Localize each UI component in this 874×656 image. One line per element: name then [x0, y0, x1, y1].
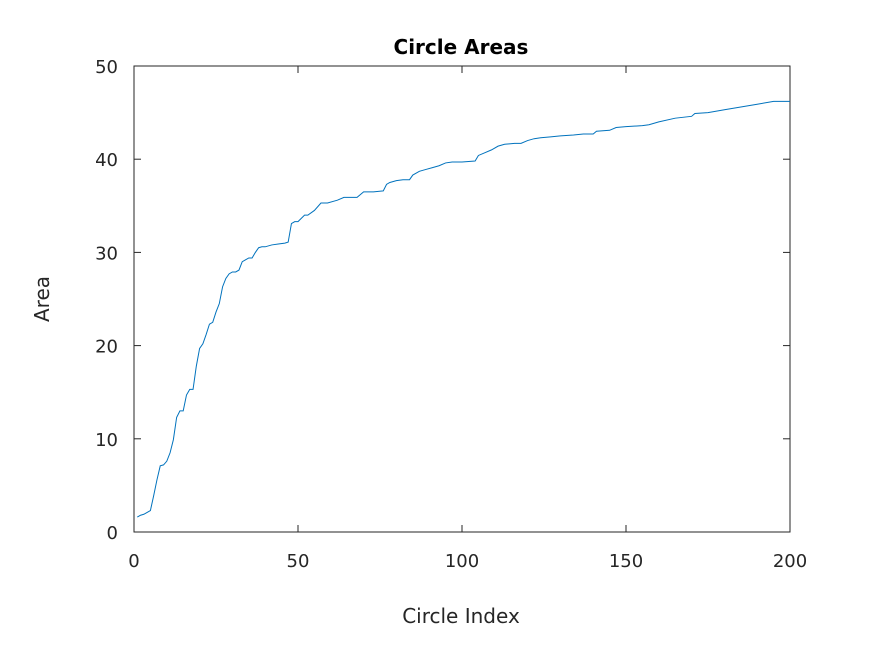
x-axis-label: Circle Index: [402, 604, 520, 628]
x-tick-label: 50: [287, 551, 310, 572]
plot-frame: [133, 65, 791, 533]
x-axis: 0 50 100 150 200: [128, 66, 807, 572]
area-series-line: [137, 100, 790, 518]
y-tick-label: 10: [95, 430, 118, 451]
x-tick-label: 200: [773, 551, 807, 572]
y-tick-label: 30: [95, 243, 118, 264]
x-tick-label: 150: [609, 551, 643, 572]
y-tick-label: 20: [95, 337, 118, 358]
y-tick-label: 0: [107, 523, 118, 544]
y-axis: 0 10 20 30 40 50: [95, 57, 790, 544]
x-tick-label: 100: [445, 551, 479, 572]
x-tick-label: 0: [128, 551, 139, 572]
y-tick-label: 50: [95, 57, 118, 78]
y-axis-label: Area: [30, 276, 54, 322]
chart-title: Circle Areas: [394, 35, 529, 59]
y-tick-label: 40: [95, 150, 118, 171]
